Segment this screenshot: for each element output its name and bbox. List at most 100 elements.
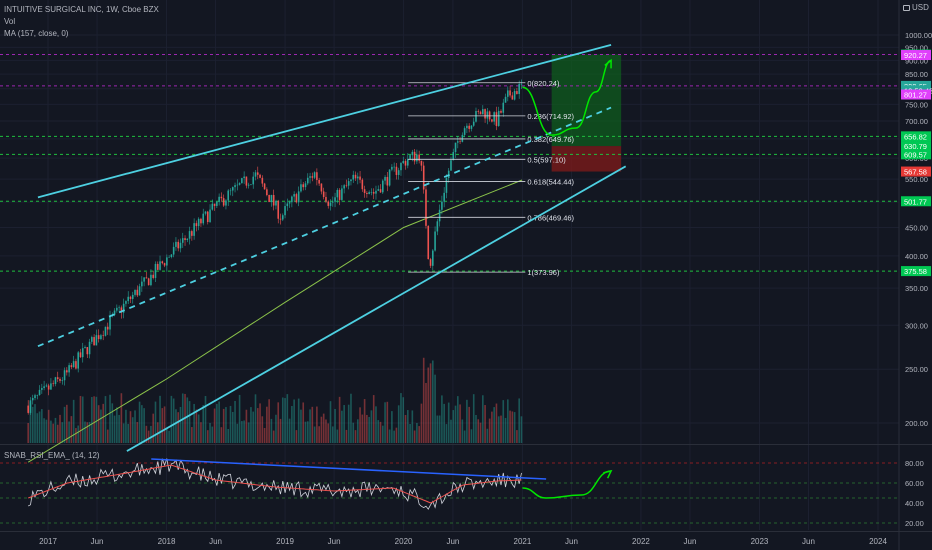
candle-body <box>193 223 195 236</box>
volume-bar <box>329 401 332 443</box>
volume-bar <box>327 423 330 443</box>
channel-line[interactable] <box>126 165 627 452</box>
volume-bar <box>43 418 45 443</box>
volume-bar <box>122 423 125 443</box>
volume-bar <box>288 418 291 443</box>
candle-body <box>450 160 452 171</box>
candle-body <box>436 221 439 232</box>
channel-line[interactable] <box>37 106 612 348</box>
volume-bar <box>234 400 236 443</box>
volume-bar <box>377 420 380 443</box>
volume-bar <box>136 422 139 443</box>
projection-arrow[interactable] <box>522 58 612 136</box>
candle-body <box>247 184 250 186</box>
rsi-tick-label: 60.00 <box>905 479 924 488</box>
volume-bar <box>316 406 318 443</box>
volume-bar <box>488 418 491 443</box>
price-label-badge <box>901 196 931 207</box>
profit-zone[interactable] <box>551 54 622 147</box>
volume-bar <box>177 412 180 443</box>
candle-body <box>457 141 459 143</box>
volume-bar <box>252 411 255 443</box>
volume-bar <box>468 406 470 443</box>
price-axis[interactable]: 200.00250.00300.00350.00400.00450.00500.… <box>901 31 932 528</box>
volume-bar <box>204 396 207 443</box>
candle-body <box>72 361 75 368</box>
volume-bar <box>29 402 32 443</box>
volume-bar <box>363 399 366 443</box>
volume-bar <box>245 409 248 443</box>
candle-body <box>179 242 182 249</box>
loss-zone[interactable] <box>551 146 622 172</box>
time-axis[interactable]: 2017 Jun 2018 Jun 2019 Jun 2020 Jun 2021 Jun 2022 J… <box>39 537 887 546</box>
candle-body <box>186 238 189 241</box>
time-tick-label: Jun <box>684 537 697 546</box>
candle-body <box>102 335 105 336</box>
volume-bar <box>379 421 382 443</box>
channel-lines[interactable] <box>37 43 627 452</box>
candle-body <box>41 388 43 390</box>
price-projection-curve[interactable] <box>522 59 612 136</box>
time-tick-label: Jun <box>328 537 341 546</box>
volume-bar <box>447 402 450 443</box>
candle-body <box>197 218 200 227</box>
fibonacci-retracement[interactable]: 0(820.24) 0.236(714.92) 0.382(649.76) 0.5(5… <box>408 79 575 277</box>
moving-average-line <box>27 179 523 463</box>
candle-body <box>229 190 232 192</box>
candle-body <box>77 352 79 369</box>
volume-bar <box>341 410 343 443</box>
candle-body <box>520 83 523 85</box>
candle-body <box>216 201 218 206</box>
rsi-pane <box>0 458 899 524</box>
volume-bar <box>400 393 402 443</box>
volume-bar <box>229 405 232 443</box>
rsi-trendline[interactable] <box>151 458 547 480</box>
volume-bar <box>145 425 148 443</box>
volume-bar <box>54 417 57 443</box>
volume-bar <box>113 415 116 443</box>
time-tick-label: 2022 <box>632 537 650 546</box>
volume-bar <box>500 415 502 443</box>
rsi-projection-curve[interactable] <box>522 470 612 499</box>
volume-bar <box>513 412 516 443</box>
volume-bar <box>459 404 461 443</box>
volume-bar <box>463 430 466 443</box>
candle-body <box>195 223 198 227</box>
candle-body <box>59 378 61 381</box>
time-tick-label: Jun <box>802 537 815 546</box>
volume-bar <box>443 403 445 443</box>
price-tick-label: 400.00 <box>905 252 928 261</box>
long-position-box[interactable] <box>551 54 622 172</box>
candle-body <box>95 335 98 346</box>
volume-bar <box>452 410 455 443</box>
candle-body <box>304 183 307 188</box>
volume-bar <box>93 396 95 443</box>
currency-selector[interactable]: USD <box>903 3 929 12</box>
candle-body <box>191 231 193 236</box>
candle-body <box>443 192 445 202</box>
candle-body <box>63 370 66 381</box>
candle-body <box>438 209 441 222</box>
currency-label: USD <box>912 3 929 12</box>
volume-bar <box>406 410 409 443</box>
volume-bar <box>457 396 459 443</box>
candle-body <box>391 166 393 170</box>
volume-bar <box>277 402 280 443</box>
candle-body <box>261 177 264 184</box>
candle-body <box>138 286 141 296</box>
volume-bar <box>36 413 39 443</box>
candle-body <box>170 254 173 258</box>
candle-body <box>477 111 480 112</box>
candle-body <box>386 176 389 186</box>
volume-bar <box>150 425 152 443</box>
candle-body <box>56 377 59 379</box>
channel-line[interactable] <box>37 43 612 199</box>
volume-bar <box>300 409 302 443</box>
candle-body <box>302 184 305 188</box>
volume-bar <box>243 420 245 443</box>
candle-body <box>381 180 384 193</box>
candle-body <box>66 370 68 373</box>
volume-bar <box>338 396 341 443</box>
volume-bar <box>313 426 316 443</box>
